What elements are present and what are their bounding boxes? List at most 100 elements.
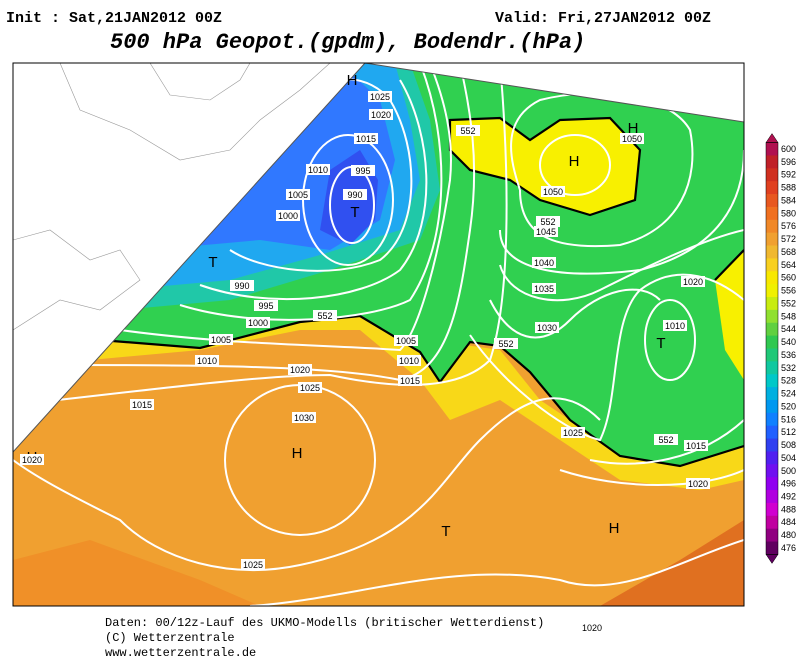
colorbar-label: 512 — [781, 427, 796, 437]
label-box — [306, 164, 330, 175]
colorbar-swatch — [766, 309, 778, 324]
map-frame — [12, 62, 745, 607]
colorbar-label: 548 — [781, 311, 796, 321]
colorbar-label: 540 — [781, 337, 796, 347]
pressure-center: T — [441, 523, 450, 540]
colorbar-bottom-arrow — [765, 554, 779, 564]
colorbar-label: 496 — [781, 479, 796, 489]
colorbar-swatch — [766, 438, 778, 452]
colorbar-swatch — [766, 258, 778, 272]
isobar-label: 1010 — [399, 356, 419, 366]
footer-source: Daten: 00/12z-Lauf des UKMO-Modells (bri… — [105, 616, 544, 630]
label-box — [561, 427, 585, 438]
isobar-label: 995 — [258, 301, 273, 311]
isobar-label: 1015 — [356, 134, 376, 144]
pressure-center: H — [569, 153, 580, 170]
colorbar-label: 588 — [781, 183, 796, 193]
isobar-label: 1010 — [197, 356, 217, 366]
colorbar-swatch — [766, 477, 778, 491]
label-box — [394, 335, 418, 346]
colorbar-label: 492 — [781, 491, 796, 501]
colorbar-swatch — [766, 168, 778, 182]
isobar-label: 1005 — [396, 336, 416, 346]
label-box — [534, 226, 558, 237]
isobar-label: 1025 — [300, 383, 320, 393]
pressure-center: H — [609, 520, 620, 537]
colorbar-swatch — [766, 181, 778, 195]
label-box — [681, 276, 705, 287]
colorbar-label: 572 — [781, 234, 796, 244]
colorbar-swatch — [766, 335, 778, 349]
label-box — [663, 320, 687, 331]
label-box — [209, 334, 233, 345]
pressure-center: H — [292, 445, 303, 462]
colorbar-swatch — [766, 425, 778, 440]
isobar-label: 1020 — [371, 110, 391, 120]
colorbar-swatch — [766, 297, 778, 311]
colorbar-swatch — [766, 528, 778, 543]
colorbar-label: 516 — [781, 414, 796, 424]
colorbar-swatch — [766, 399, 778, 414]
colorbar: 600 596 592 588 584 580 576 572 568 564 560 556 552 5… — [765, 133, 796, 564]
label-box — [254, 300, 278, 311]
colorbar-label: 564 — [781, 260, 796, 270]
colorbar-label: 528 — [781, 376, 796, 386]
colorbar-label: 480 — [781, 530, 796, 540]
label-box — [456, 125, 480, 136]
label-box — [20, 454, 44, 465]
isobar-label: 1045 — [536, 227, 556, 237]
isobar-label: 1020 — [22, 455, 42, 465]
pressure-center: H — [347, 72, 358, 89]
isobar-label: 1020 — [290, 365, 310, 375]
colorbar-swatch — [766, 464, 778, 478]
colorbar-swatch — [766, 245, 778, 259]
colorbar-swatch — [766, 515, 778, 530]
colorbar-swatch — [766, 142, 778, 156]
label-box — [354, 133, 378, 144]
label-box — [343, 189, 367, 200]
colorbar-swatch — [766, 361, 778, 375]
colorbar-label: 600 — [781, 144, 796, 154]
isobar-label: 1000 — [278, 211, 298, 221]
map-labels: H 1025 1020 1015 1010 995 1005 990 T 1000 T 990 995 1… — [20, 72, 710, 633]
colorbar-swatch — [766, 374, 778, 388]
label-box — [130, 399, 154, 410]
valid-time: Valid: Fri,27JAN2012 00Z — [495, 10, 711, 27]
colorbar-swatch — [766, 219, 778, 234]
isobar-label: 1050 — [543, 187, 563, 197]
label-box — [535, 322, 559, 333]
isobar-label: 552 — [317, 311, 332, 321]
isobar-label: 995 — [355, 166, 370, 176]
label-box — [246, 317, 270, 328]
isobar-label: 1025 — [563, 428, 583, 438]
isobar-label: 1040 — [534, 258, 554, 268]
label-box — [351, 165, 375, 176]
colorbar-label: 476 — [781, 543, 796, 553]
label-box — [313, 310, 337, 321]
label-box — [684, 440, 708, 451]
colorbar-swatch — [766, 387, 778, 401]
pressure-center: T — [656, 335, 665, 352]
colorbar-label: 532 — [781, 363, 796, 373]
init-time: Init : Sat,21JAN2012 00Z — [6, 10, 222, 27]
map-area — [13, 63, 744, 606]
isobar-label: 1015 — [686, 441, 706, 451]
footer-url: www.wetterzentrale.de — [105, 646, 256, 660]
isobar-label: 1030 — [294, 413, 314, 423]
colorbar-label: 488 — [781, 504, 796, 514]
colorbar-label: 524 — [781, 389, 796, 399]
isobar-label: 990 — [347, 190, 362, 200]
colorbar-label: 536 — [781, 350, 796, 360]
colorbar-label: 508 — [781, 440, 796, 450]
label-box — [398, 375, 422, 386]
coastlines-outside — [13, 63, 331, 331]
colorbar-top-arrow — [765, 133, 779, 143]
isobar-label: 1005 — [288, 190, 308, 200]
colorbar-swatch — [766, 490, 778, 504]
label-box — [298, 382, 322, 393]
isobar-label: 552 — [540, 217, 555, 227]
isobar-label: 1025 — [370, 92, 390, 102]
label-box — [532, 257, 556, 268]
label-box — [580, 622, 604, 633]
